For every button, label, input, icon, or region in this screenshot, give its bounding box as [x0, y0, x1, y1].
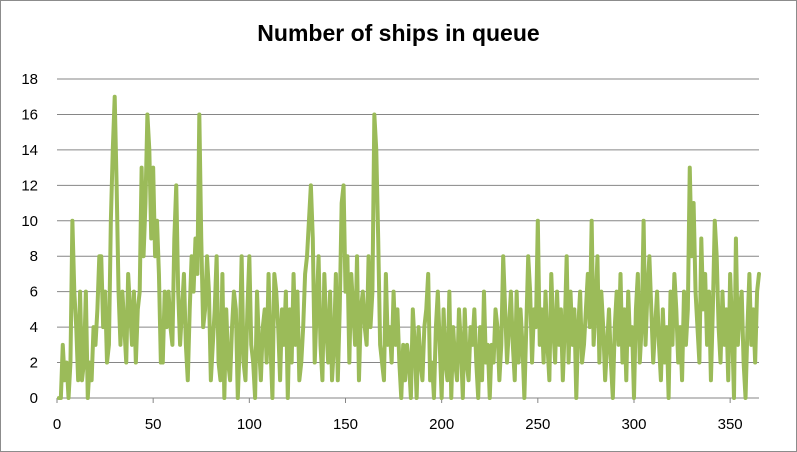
x-tick-label: 150 [333, 416, 358, 433]
x-tick-label: 250 [525, 416, 550, 433]
y-axis-ticks: 0 2 4 6 8 10 12 14 16 18 [21, 71, 38, 407]
y-tick-label: 12 [21, 177, 38, 194]
x-tick-label: 300 [621, 416, 646, 433]
chart-title: Number of ships in queue [257, 20, 540, 46]
x-tick-label: 50 [145, 416, 162, 433]
y-tick-label: 10 [21, 213, 38, 230]
x-tick-label: 200 [429, 416, 454, 433]
y-tick-label: 2 [30, 355, 38, 372]
y-tick-label: 0 [30, 390, 38, 407]
x-tick-label: 0 [53, 416, 61, 433]
y-tick-label: 14 [21, 142, 38, 159]
x-axis-ticks: 0 50 100 150 200 250 300 350 [53, 398, 743, 433]
series-line [56, 94, 761, 400]
y-tick-label: 18 [21, 71, 38, 88]
y-tick-label: 16 [21, 106, 38, 123]
x-tick-label: 100 [237, 416, 262, 433]
y-tick-label: 4 [30, 319, 38, 336]
x-tick-label: 350 [718, 416, 743, 433]
y-tick-label: 8 [30, 248, 38, 265]
y-tick-label: 6 [30, 284, 38, 301]
